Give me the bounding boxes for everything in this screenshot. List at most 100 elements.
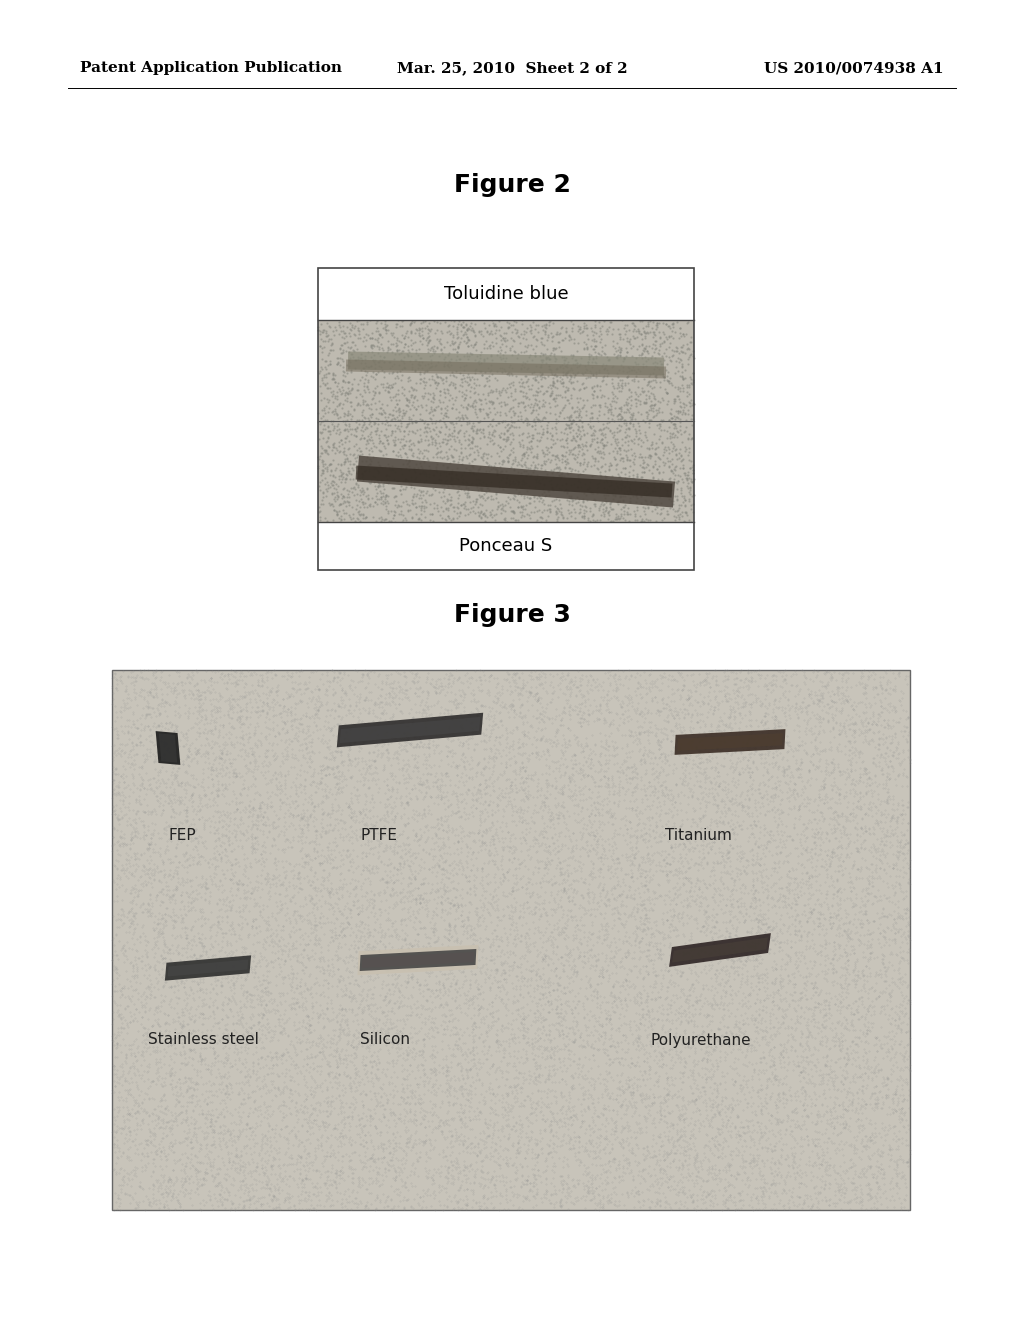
Point xyxy=(770,1011,786,1032)
Point xyxy=(615,1082,632,1104)
Point xyxy=(326,470,342,491)
Point xyxy=(606,449,623,470)
Point xyxy=(175,1072,191,1093)
Point xyxy=(751,1133,767,1154)
Point xyxy=(417,1071,433,1092)
Point xyxy=(427,479,443,500)
Point xyxy=(536,826,552,847)
Point xyxy=(772,1123,788,1144)
Point xyxy=(492,830,508,851)
Point xyxy=(188,751,205,772)
Point xyxy=(680,1011,696,1032)
Point xyxy=(464,924,480,945)
Point xyxy=(233,928,250,949)
Point xyxy=(887,1082,903,1104)
Point xyxy=(869,1053,886,1074)
Point xyxy=(467,1106,483,1127)
Point xyxy=(425,771,441,792)
Point xyxy=(227,727,244,748)
Point xyxy=(152,787,168,808)
Point xyxy=(459,942,475,964)
Point xyxy=(548,1012,564,1034)
Point xyxy=(319,949,336,970)
Point xyxy=(801,921,817,942)
Point xyxy=(276,1019,293,1040)
Point xyxy=(648,861,665,882)
Point xyxy=(732,661,749,682)
Point xyxy=(146,1040,163,1061)
Point xyxy=(771,932,787,953)
Point xyxy=(664,339,680,360)
Point xyxy=(772,1014,788,1035)
Point xyxy=(817,764,834,785)
Point xyxy=(367,694,383,715)
Point xyxy=(272,961,289,982)
Point xyxy=(194,698,210,719)
Point xyxy=(580,884,596,906)
Point xyxy=(750,1192,766,1213)
Point xyxy=(545,331,561,352)
Point xyxy=(543,1092,559,1113)
Point xyxy=(591,359,607,380)
Point xyxy=(811,755,827,776)
Point xyxy=(712,731,728,752)
Point xyxy=(814,1139,830,1160)
Point xyxy=(229,1059,246,1080)
Point xyxy=(568,962,585,983)
Point xyxy=(539,1134,555,1155)
Point xyxy=(171,682,187,704)
Point xyxy=(564,1096,581,1117)
Point xyxy=(687,812,703,833)
Point xyxy=(850,1109,866,1130)
Point xyxy=(150,1039,166,1060)
Point xyxy=(334,1005,350,1026)
Point xyxy=(698,706,715,727)
Point xyxy=(213,1068,229,1089)
Point xyxy=(359,758,376,779)
Point xyxy=(387,1105,403,1126)
Point xyxy=(200,747,216,768)
Point xyxy=(402,429,419,450)
Point xyxy=(722,1185,738,1206)
Point xyxy=(753,870,769,891)
Point xyxy=(629,820,645,841)
Point xyxy=(680,684,696,705)
Point xyxy=(456,958,472,979)
Point xyxy=(181,854,198,875)
Point xyxy=(545,389,561,411)
Point xyxy=(540,437,556,458)
Point xyxy=(589,981,605,1002)
Point xyxy=(722,696,738,717)
Point xyxy=(709,982,725,1003)
Point xyxy=(667,465,683,486)
Point xyxy=(729,1082,745,1104)
Point xyxy=(343,998,359,1019)
Point xyxy=(520,422,537,444)
Point xyxy=(544,1078,560,1100)
Point xyxy=(402,1129,419,1150)
Point xyxy=(360,461,377,482)
Point xyxy=(122,1039,138,1060)
Point xyxy=(205,795,221,816)
Point xyxy=(605,888,622,909)
Point xyxy=(346,985,362,1006)
Point xyxy=(439,945,456,966)
Point xyxy=(530,801,547,822)
Point xyxy=(552,678,568,700)
Point xyxy=(141,1118,158,1139)
Point xyxy=(283,684,299,705)
Point xyxy=(463,936,479,957)
Point xyxy=(667,975,683,997)
Point xyxy=(362,1006,379,1027)
Point xyxy=(302,804,318,825)
Point xyxy=(866,1034,883,1055)
Point xyxy=(483,941,500,962)
Point xyxy=(680,1034,696,1055)
Point xyxy=(660,936,677,957)
Point xyxy=(375,1019,391,1040)
Point xyxy=(655,1148,672,1170)
Point xyxy=(174,909,190,931)
Point xyxy=(872,997,889,1018)
Point xyxy=(481,892,498,913)
Point xyxy=(480,416,497,437)
